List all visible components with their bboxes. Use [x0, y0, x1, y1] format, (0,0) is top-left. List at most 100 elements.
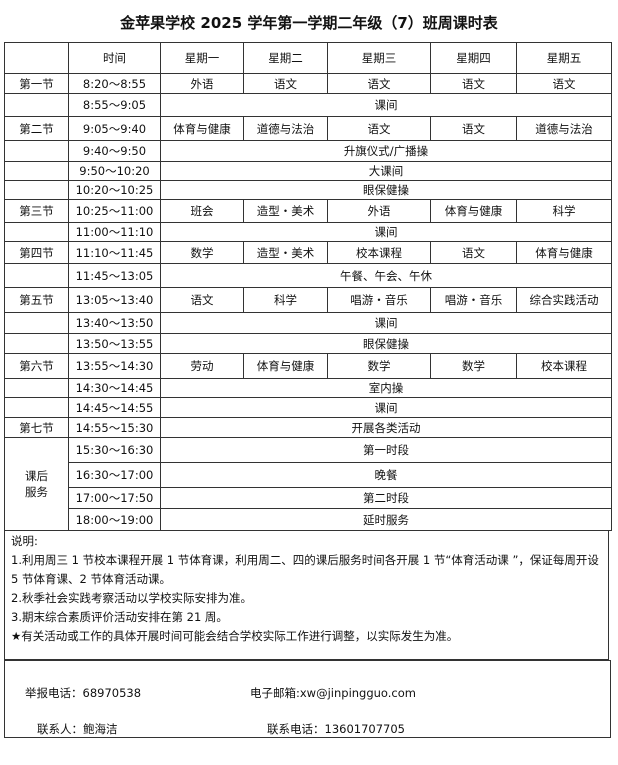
- column-header: 星期五: [516, 42, 612, 74]
- course-cell: 数学: [430, 353, 517, 379]
- activity-cell: 课间: [160, 312, 612, 334]
- notes-heading: 说明:: [11, 534, 38, 548]
- time-cell: 16:30～17:00: [68, 462, 161, 488]
- table-row: 第三节 10:25～11:00 班会 造型・美术 外语 体育与健康 科学: [4, 199, 612, 223]
- period-cell: [4, 378, 69, 398]
- time-cell: 18:00～19:00: [68, 508, 161, 531]
- activity-cell: 晚餐: [160, 462, 612, 488]
- time-cell: 10:25～11:00: [68, 199, 161, 223]
- course-cell: 校本课程: [327, 241, 431, 264]
- course-cell: 体育与健康: [160, 116, 244, 141]
- column-header: 星期二: [243, 42, 328, 74]
- time-cell: 13:50～13:55: [68, 333, 161, 354]
- table-row: 14:30～14:45 室内操: [4, 378, 612, 398]
- time-cell: 13:05～13:40: [68, 287, 161, 313]
- activity-cell: 课间: [160, 222, 612, 242]
- activity-cell: 课间: [160, 93, 612, 117]
- period-cell: [4, 93, 69, 117]
- table-row: 9:40～9:50 升旗仪式/广播操: [4, 140, 612, 162]
- time-cell: 8:20～8:55: [68, 73, 161, 94]
- table-row: 第五节 13:05～13:40 语文 科学 唱游・音乐 唱游・音乐 综合实践活动: [4, 287, 612, 313]
- table-row: 第六节 13:55～14:30 劳动 体育与健康 数学 数学 校本课程: [4, 353, 612, 379]
- course-cell: 体育与健康: [243, 353, 328, 379]
- note-item: 2.秋季社会实践考察活动以学校实际安排为准。: [11, 591, 252, 605]
- period-cell: [4, 263, 69, 288]
- course-cell: 语文: [430, 116, 517, 141]
- schedule-table: 时间 星期一 星期二 星期三 星期四 星期五 第一节 8:20～8:55 外语 语文 语文 语文 语文 8…: [4, 42, 612, 531]
- course-cell: 唱游・音乐: [327, 287, 431, 313]
- course-cell: 语文: [160, 287, 244, 313]
- course-cell: 道德与法治: [516, 116, 612, 141]
- activity-cell: 眼保健操: [160, 180, 612, 200]
- table-row: 17:00～17:50 第二时段: [5, 487, 612, 509]
- activity-cell: 室内操: [160, 378, 612, 398]
- course-cell: 语文: [327, 73, 431, 94]
- period-cell: [4, 222, 69, 242]
- period-cell: 第六节: [4, 353, 69, 379]
- time-cell: 14:45～14:55: [68, 397, 161, 418]
- table-row: 8:55～9:05 课间: [4, 93, 612, 117]
- column-header: [4, 42, 69, 74]
- course-cell: 外语: [160, 73, 244, 94]
- table-row: 14:45～14:55 课间: [4, 397, 612, 418]
- time-cell: 14:30～14:45: [68, 378, 161, 398]
- contact-person: 联系人：鲍海洁: [37, 722, 118, 736]
- column-header: 星期三: [327, 42, 431, 74]
- course-cell: 造型・美术: [243, 241, 328, 264]
- report-phone: 举报电话：68970538: [25, 686, 142, 700]
- time-cell: 9:40～9:50: [68, 140, 161, 162]
- course-cell: 科学: [516, 199, 612, 223]
- table-row: 第四节 11:10～11:45 数学 造型・美术 校本课程 语文 体育与健康: [4, 241, 612, 264]
- time-cell: 9:50～10:20: [68, 161, 161, 181]
- period-cell: [4, 397, 69, 418]
- activity-cell: 眼保健操: [160, 333, 612, 354]
- course-cell: 体育与健康: [430, 199, 517, 223]
- table-row: 13:50～13:55 眼保健操: [4, 333, 612, 354]
- activity-cell: 第二时段: [160, 487, 612, 509]
- note-item: ★有关活动或工作的具体开展时间可能会结合学校实际工作进行调整，以实际发生为准。: [11, 629, 459, 643]
- column-header: 时间: [68, 42, 161, 74]
- column-header: 星期四: [430, 42, 517, 74]
- period-cell: 第七节: [4, 417, 69, 438]
- activity-cell: 升旗仪式/广播操: [160, 140, 612, 162]
- course-cell: 科学: [243, 287, 328, 313]
- table-row: 11:45～13:05 午餐、午会、午休: [4, 263, 612, 288]
- time-cell: 14:55～15:30: [68, 417, 161, 438]
- course-cell: 劳动: [160, 353, 244, 379]
- course-cell: 唱游・音乐: [430, 287, 517, 313]
- course-cell: 语文: [430, 73, 517, 94]
- time-cell: 9:05～9:40: [68, 116, 161, 141]
- period-cell: [4, 161, 69, 181]
- contact-section: 举报电话：68970538 电子邮箱:xw@jinpingguo.com 联系人…: [4, 660, 611, 738]
- table-row: 16:30～17:00 晚餐: [5, 462, 612, 488]
- course-cell: 校本课程: [516, 353, 612, 379]
- period-cell: [4, 140, 69, 162]
- period-cell: [4, 333, 69, 354]
- email: 电子邮箱:xw@jinpingguo.com: [250, 686, 416, 700]
- time-cell: 11:10～11:45: [68, 241, 161, 264]
- course-cell: 综合实践活动: [516, 287, 612, 313]
- course-cell: 语文: [516, 73, 612, 94]
- table-row: 第二节 9:05～9:40 体育与健康 道德与法治 语文 语文 道德与法治: [4, 116, 612, 141]
- time-cell: 13:40～13:50: [68, 312, 161, 334]
- header-row: 时间 星期一 星期二 星期三 星期四 星期五: [4, 42, 612, 74]
- course-cell: 语文: [243, 73, 328, 94]
- period-cell: 课后 服务: [4, 437, 69, 531]
- table-row: 13:40～13:50 课间: [4, 312, 612, 334]
- period-cell: 第三节: [4, 199, 69, 223]
- course-cell: 语文: [327, 116, 431, 141]
- course-cell: 语文: [430, 241, 517, 264]
- time-cell: 10:20～10:25: [68, 180, 161, 200]
- time-cell: 11:45～13:05: [68, 263, 161, 288]
- period-cell: 第四节: [4, 241, 69, 264]
- note-item: 3.期末综合素质评价活动安排在第 21 周。: [11, 610, 228, 624]
- activity-cell: 延时服务: [160, 508, 612, 531]
- time-cell: 15:30～16:30: [68, 437, 161, 463]
- course-cell: 数学: [327, 353, 431, 379]
- time-cell: 8:55～9:05: [68, 93, 161, 117]
- table-row: 11:00～11:10 课间: [4, 222, 612, 242]
- activity-cell: 第一时段: [160, 437, 612, 463]
- column-header: 星期一: [160, 42, 244, 74]
- period-cell: 第一节: [4, 73, 69, 94]
- period-cell: [4, 312, 69, 334]
